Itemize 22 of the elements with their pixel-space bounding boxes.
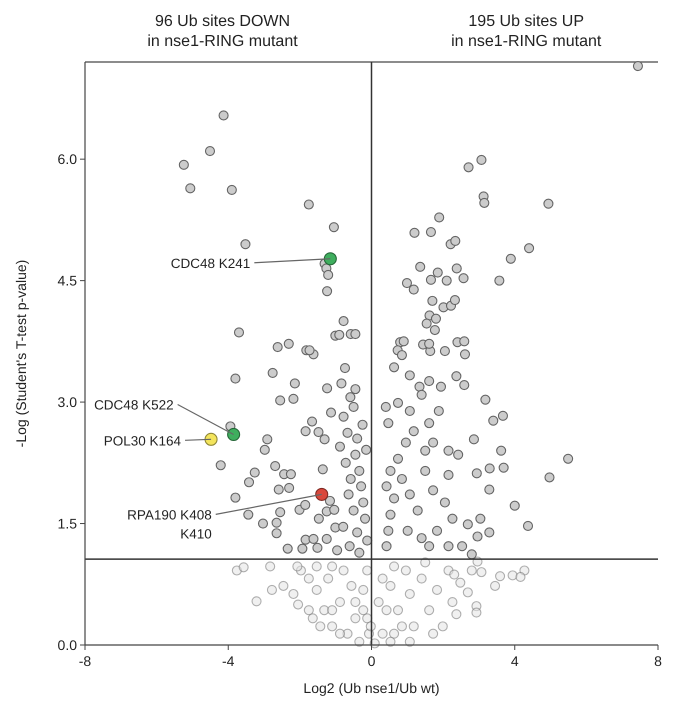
point [315,488,328,501]
text: 96 Ub sites DOWN in nse1-RING mutant [147,13,298,50]
point [204,432,218,446]
annotation: POL30 K164 [104,433,182,448]
y-tick-label: 0.0 [58,637,78,653]
x-tick-label: -4 [222,653,235,669]
x-tick-label: 0 [368,653,376,669]
annotation: CDC48 K241 [170,256,250,271]
annotation: RPA190 K408 K410 [127,507,212,542]
x-axis-title: Log2 (Ub nse1/Ub wt) [303,680,440,696]
y-tick-label: 1.5 [58,516,78,532]
annotation: CDC48 K522 [94,397,174,412]
text: 195 Ub sites UP in nse1-RING mutant [451,13,602,50]
x-tick-label: 8 [654,653,662,669]
x-tick-label: -8 [78,653,92,669]
point [227,428,240,442]
point [324,252,337,266]
y-axis-title: -Log (Student's T-test p-value) [13,260,29,448]
x-tick-label: 4 [510,653,519,669]
y-tick-label: 4.5 [58,272,78,289]
y-tick-label: 6.0 [58,151,78,168]
y-tick-label: 3.0 [58,394,78,410]
